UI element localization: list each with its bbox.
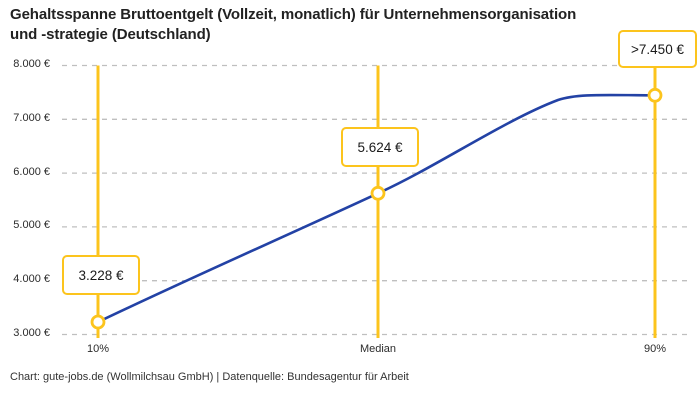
value-label-90-percent: >7.450 €	[618, 30, 697, 68]
x-tick-90-percent: 90%	[643, 343, 667, 355]
chart-title-line-1: Gehaltsspanne Bruttoentgelt (Vollzeit, m…	[10, 6, 577, 23]
x-tick-median: Median	[359, 343, 397, 355]
gridlines	[62, 64, 690, 336]
y-tick-3000: 3.000 €	[13, 327, 50, 339]
value-label-10-percent: 3.228 €	[62, 255, 140, 295]
chart-title-line-2: und -strategie (Deutschland)	[10, 26, 211, 43]
salary-curve	[96, 93, 657, 324]
data-point-90-marker	[647, 87, 663, 103]
x-tick-10-percent: 10%	[86, 343, 110, 355]
y-tick-5000: 5.000 €	[13, 219, 50, 232]
value-label-median: 5.624 €	[341, 127, 419, 167]
data-point-median-marker	[370, 185, 386, 201]
data-point-10-marker	[90, 314, 106, 330]
data-point-markers	[90, 87, 663, 330]
y-tick-6000: 6.000 €	[13, 165, 50, 178]
chart-title: Gehaltsspanne Bruttoentgelt (Vollzeit, m…	[10, 5, 576, 45]
y-tick-8000: 8.000 €	[13, 58, 50, 70]
chart-attribution: Chart: gute-jobs.de (Wollmilchsau GmbH) …	[10, 371, 409, 383]
y-tick-7000: 7.000 €	[13, 111, 50, 124]
y-tick-4000: 4.000 €	[13, 273, 50, 286]
percentile-lines	[96, 65, 657, 338]
